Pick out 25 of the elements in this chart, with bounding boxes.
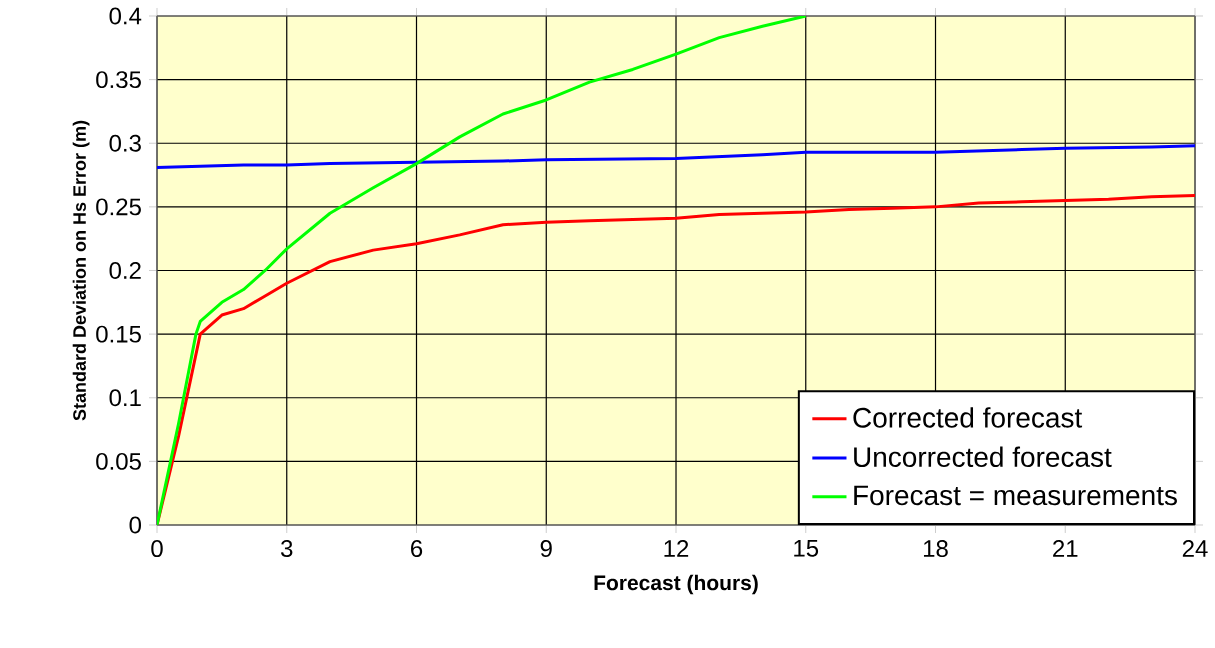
- y-tick-label: 0.3: [109, 134, 141, 152]
- y-tick-label: 0: [129, 516, 142, 534]
- x-tick-label: 21: [1053, 540, 1078, 557]
- line-series: [157, 16, 808, 525]
- legend-label: Uncorrected forecast: [854, 446, 1112, 468]
- y-tick-label: 0.4: [109, 7, 142, 25]
- legend-label: Corrected forecast: [853, 407, 1083, 428]
- y-tick-label: 0.25: [96, 198, 141, 216]
- x-tick-label: 3: [280, 540, 293, 558]
- y-tick-label: 0.2: [109, 262, 141, 279]
- y-tick-label: 0.05: [96, 452, 141, 470]
- x-tick-label: 0: [151, 540, 163, 558]
- x-tick-label: 6: [411, 540, 423, 558]
- y-tick-label: 0.1: [109, 389, 141, 407]
- y-tick-label: 0.15: [96, 325, 141, 343]
- x-tick-label: 12: [664, 540, 689, 557]
- x-tick-label: 9: [540, 540, 552, 558]
- x-tick-label: 24: [1182, 540, 1208, 557]
- line-series: [157, 144, 1196, 169]
- x-axis-title: Forecast (hours): [594, 574, 758, 595]
- legend-label: Forecast = measurements: [854, 485, 1177, 506]
- y-axis-title: Standard Deviation on Hs Error (m): [72, 120, 90, 421]
- x-tick-label: 18: [923, 540, 948, 558]
- x-tick-label: 15: [794, 540, 819, 557]
- y-tick-label: 0.35: [96, 71, 141, 89]
